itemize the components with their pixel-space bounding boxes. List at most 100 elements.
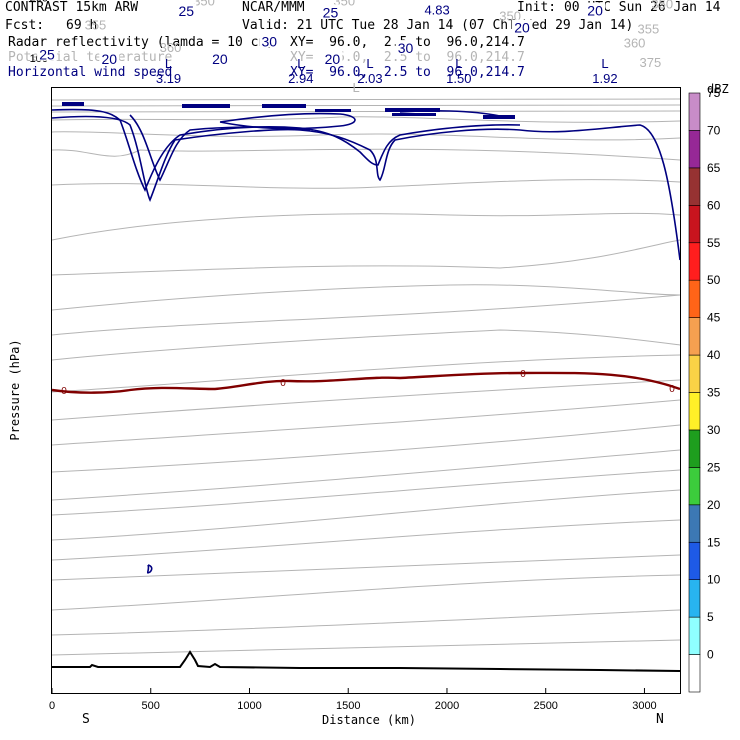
- colorbar-title: dBZ: [707, 82, 729, 96]
- theta-contour-label: 350: [651, 0, 673, 11]
- colorbar-swatch: [688, 504, 701, 543]
- x-tick-label: 1500: [336, 700, 360, 712]
- wind-extremum-value: 2.94: [288, 71, 313, 86]
- colorbar-level-label: 0: [707, 648, 714, 662]
- wind-label-background: [585, 2, 606, 17]
- freezing-level-label: 0: [280, 378, 286, 389]
- wind-min-marker: L: [601, 56, 608, 71]
- colorbar-swatch: [688, 279, 701, 318]
- colorbar-level-label: 60: [707, 198, 721, 212]
- wind-extremum-value: 3.19: [156, 71, 181, 86]
- field-reflectivity-name: Radar reflectivity (lamda = 10 cm): [8, 35, 275, 50]
- colorbar-swatch: [688, 392, 701, 431]
- wind-contour-label: 30: [398, 40, 414, 56]
- colorbar: 0 5 10 15 20 25 30 35 40 45 50 55 60 65 70 75: [688, 86, 721, 693]
- x-axis-label: Distance (km): [322, 713, 416, 727]
- wind-label-layer: 25 20 20 20 20 20 30 30 25 25: [37, 2, 606, 67]
- plot-frame: [51, 87, 681, 694]
- colorbar-swatch: [688, 541, 701, 580]
- colorbar-swatch: [688, 654, 701, 693]
- x-tick-label: 2000: [435, 700, 459, 712]
- theta-contour-label: 355: [85, 17, 107, 32]
- x-tick-label: 3000: [632, 700, 656, 712]
- wind-min-marker: L: [366, 56, 373, 71]
- colorbar-level-label: 10: [707, 573, 721, 587]
- field-wind-name: Horizontal wind speed: [8, 65, 173, 80]
- valid-time: Valid: 21 UTC Tue 28 Jan 14 (07 ChT Wed …: [242, 18, 634, 33]
- colorbar-swatch: [688, 205, 701, 244]
- colorbar-level-label: 50: [707, 273, 721, 287]
- wind-contour-label: 25: [39, 47, 55, 63]
- model-title: CONTRAST 15km ARW: [5, 0, 139, 15]
- wind-contour-label: 25: [179, 3, 195, 19]
- colorbar-level-label: 15: [707, 535, 721, 549]
- colorbar-level-label: 65: [707, 161, 721, 175]
- freezing-level-label: 0: [61, 386, 67, 397]
- freezing-level-line: [51, 371, 681, 394]
- theta-contour-label: 350: [193, 0, 215, 8]
- freezing-level-label: 0: [520, 369, 526, 380]
- wind-contour-label: 30: [261, 33, 277, 49]
- colorbar-swatch: [688, 429, 701, 468]
- wind-label-background: [37, 46, 58, 61]
- terrain-line: [52, 650, 681, 672]
- wind-extremum-value: 1.92: [592, 71, 617, 86]
- colorbar-level-label: 75: [707, 86, 721, 100]
- wind-contours: [51, 108, 681, 574]
- colorbar-level-label: 35: [707, 386, 721, 400]
- colorbar-swatch: [688, 317, 701, 356]
- south-end-label: S: [82, 712, 90, 727]
- theta-contour-label: 355: [638, 22, 660, 37]
- theta-extremum-marker: L: [353, 80, 360, 95]
- colorbar-swatch: [688, 579, 701, 618]
- wind-label-background: [99, 50, 120, 65]
- colorbar-swatch: [688, 467, 701, 506]
- colorbar-level-label: 45: [707, 311, 721, 325]
- wind-label-background: [395, 40, 416, 55]
- wind-min-marker: L: [455, 56, 462, 71]
- colorbar-level-label: 55: [707, 236, 721, 250]
- x-axis: 0 500 1000 1500 2000 2500 3000: [49, 688, 657, 712]
- wind-contour-label: 20: [514, 20, 530, 36]
- field-reflectivity-xy: XY= 96.0, 2.5 to 96.0,214.7: [290, 35, 525, 50]
- wind-label-background: [322, 50, 343, 65]
- wind-label-background: [320, 4, 341, 19]
- colorbar-level-label: 25: [707, 460, 721, 474]
- wind-label-background: [209, 50, 230, 65]
- colorbar-swatch: [688, 354, 701, 393]
- field-wind-xy: XY= 96.0, 2.5 to 96.0,214.7: [290, 65, 525, 80]
- theta-contour-label: 350: [333, 0, 355, 8]
- reflectivity-band: [62, 102, 515, 119]
- colorbar-level-label: 5: [707, 610, 714, 624]
- wind-extremum-value: 4.83: [424, 2, 449, 17]
- x-tick-label: 2500: [533, 700, 557, 712]
- fcst-label: Fcst:: [5, 18, 45, 33]
- wind-label-background: [512, 19, 533, 34]
- theta-contours: [51, 98, 681, 656]
- freezing-label-layer: 0 0 0 0: [61, 369, 675, 397]
- wind-extremum-value: 1.50: [446, 71, 471, 86]
- x-tick-label: 1000: [237, 700, 261, 712]
- colorbar-swatch: [688, 242, 701, 281]
- colorbar-swatch: [688, 167, 701, 206]
- wind-min-marker: L: [297, 56, 304, 71]
- theta-contour-label: 375: [640, 55, 662, 70]
- colorbar-level-label: 70: [707, 123, 721, 137]
- wind-contour-label: 20: [101, 51, 117, 67]
- colorbar-level-label: 20: [707, 498, 721, 512]
- wind-contour-label: 20: [325, 51, 341, 67]
- wind-label-background: [176, 3, 197, 18]
- colorbar-level-label: 40: [707, 348, 721, 362]
- wind-contour-label: 20: [587, 3, 603, 19]
- theta-contour-label: 360: [624, 36, 646, 51]
- y-tick-label: 200: [30, 0, 48, 4]
- gray-extrema-layer: LLLLL: [353, 80, 360, 95]
- wind-extremum-value: 2.03: [357, 71, 382, 86]
- x-tick-label: 500: [142, 700, 160, 712]
- y-axis-label: Pressure (hPa): [8, 339, 22, 441]
- wind-extrema-layer: L3.19L2.94L2.03L1.50L1.92L4.83L.54L.37L.…: [156, 0, 618, 86]
- theta-contour-label: 360: [160, 40, 182, 55]
- north-end-label: N: [656, 712, 664, 727]
- wind-contour-label: 25: [323, 4, 339, 20]
